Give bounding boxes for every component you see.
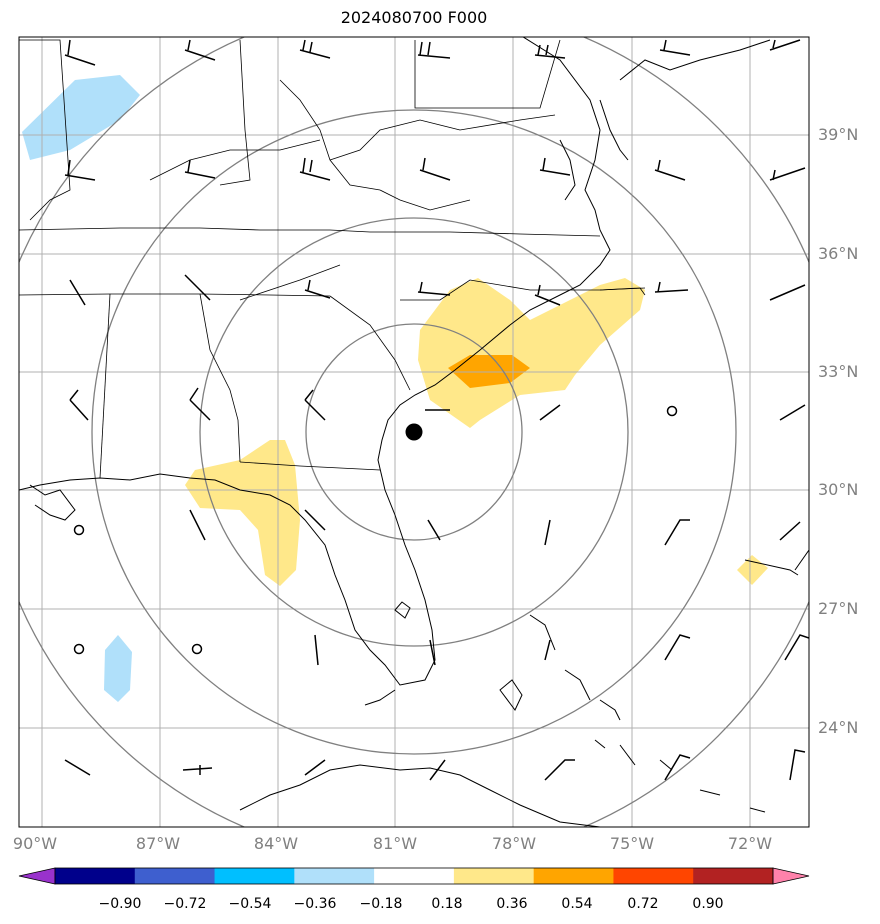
map-title: 2024080700 F000 bbox=[340, 8, 488, 27]
colorbar-tick: 0.18 bbox=[431, 896, 463, 912]
shade-yellow-atlantic bbox=[737, 555, 768, 585]
colorbar-tick: 0.90 bbox=[692, 896, 724, 912]
colorbar bbox=[18, 867, 810, 885]
storm-center-dot bbox=[405, 423, 423, 441]
lat-label: 39°N bbox=[818, 125, 859, 144]
colorbar-tick: 0.72 bbox=[627, 896, 659, 912]
colorbar-cell bbox=[294, 868, 375, 884]
lon-label: 75°W bbox=[609, 834, 655, 853]
shade-lightblue-sw bbox=[104, 635, 132, 702]
shade-yellow-gulf bbox=[185, 440, 300, 586]
colorbar-cell bbox=[134, 868, 216, 884]
colorbar-tick: −0.36 bbox=[293, 896, 337, 912]
colorbar-extend-max bbox=[772, 867, 810, 885]
calm-markers bbox=[73, 405, 678, 655]
graticule bbox=[19, 37, 809, 827]
colorbar-tick: −0.54 bbox=[228, 896, 272, 912]
lon-label: 90°W bbox=[12, 834, 58, 853]
colorbar-cells bbox=[18, 867, 810, 885]
lon-label: 81°W bbox=[372, 834, 418, 853]
colorbar-frame bbox=[54, 867, 774, 885]
lat-label: 24°N bbox=[818, 718, 859, 737]
colorbar-tick: −0.90 bbox=[98, 896, 142, 912]
range-rings bbox=[19, 37, 809, 827]
lat-label: 36°N bbox=[818, 244, 859, 263]
shade-lightblue-ne bbox=[22, 75, 140, 160]
colorbar-cell bbox=[374, 868, 455, 884]
colorbar-tick: 0.36 bbox=[496, 896, 528, 912]
colorbar-tick: 0.54 bbox=[561, 896, 593, 912]
lat-label: 30°N bbox=[818, 480, 859, 499]
colorbar-extend-min bbox=[18, 867, 56, 885]
coastlines bbox=[19, 37, 809, 827]
colorbar-cell bbox=[613, 868, 694, 884]
colorbar-cell bbox=[693, 868, 774, 884]
colorbar-cell bbox=[55, 868, 136, 884]
wind-barbs bbox=[64, 39, 809, 781]
colorbar-tick: −0.72 bbox=[163, 896, 207, 912]
colorbar-cell bbox=[453, 868, 535, 884]
colorbar-tick: −0.18 bbox=[359, 896, 403, 912]
map-canvas bbox=[18, 36, 810, 828]
lon-label: 84°W bbox=[253, 834, 299, 853]
shade-yellow-carolina bbox=[418, 278, 645, 428]
map-frame bbox=[18, 36, 810, 828]
lat-label: 27°N bbox=[818, 599, 859, 618]
lon-label: 72°W bbox=[727, 834, 773, 853]
lat-label: 33°N bbox=[818, 362, 859, 381]
colorbar-cell bbox=[214, 868, 295, 884]
colorbar-cell bbox=[533, 868, 614, 884]
lon-label: 78°W bbox=[491, 834, 537, 853]
state-borders bbox=[19, 39, 646, 479]
lon-label: 87°W bbox=[135, 834, 181, 853]
